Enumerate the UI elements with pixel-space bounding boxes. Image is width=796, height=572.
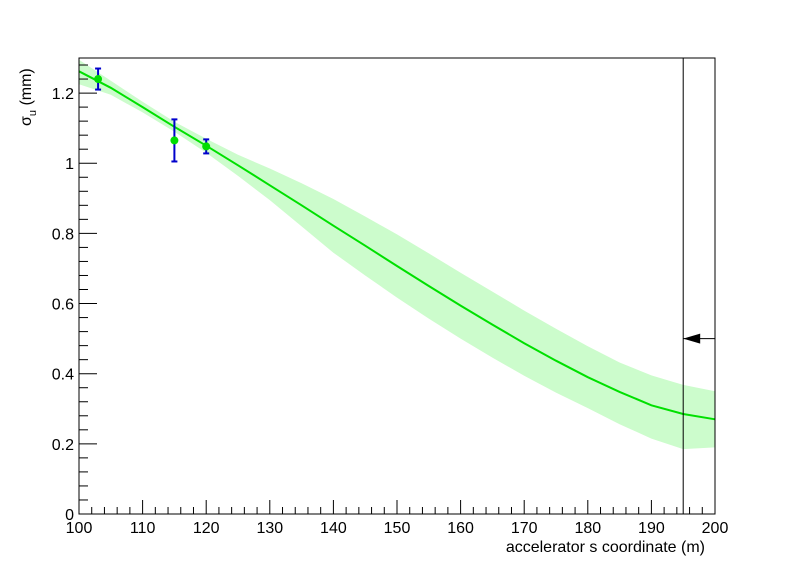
marker-arrow-head [683, 333, 701, 344]
data-points-layer [94, 67, 211, 163]
y-axis-label-symbol: σ [18, 116, 35, 126]
y-tick-label: 0.2 [52, 437, 74, 454]
y-tick-label: 0 [65, 507, 74, 524]
data-point [94, 75, 103, 84]
fit-curve [78, 70, 716, 421]
y-tick-label: 0.6 [52, 297, 74, 314]
confidence-band-layer [79, 59, 715, 450]
data-point [202, 142, 211, 151]
x-tick-label: 190 [638, 520, 665, 537]
confidence-band [79, 59, 715, 450]
x-tick-label: 160 [447, 520, 474, 537]
y-tick-label: 0.8 [52, 226, 74, 243]
y-tick-label: 1 [65, 156, 74, 173]
data-point [170, 136, 179, 145]
axes-layer: 100 110 120 130 140 150 160 170 180 190 200 0 0.2 0.4… [52, 64, 729, 537]
y-tick-label: 0.4 [52, 367, 74, 384]
y-axis-label: σu (mm) [18, 68, 39, 126]
x-tick-label: 200 [702, 520, 729, 537]
x-axis-label: accelerator s coordinate (m) [506, 539, 705, 556]
y-tick-label: 1.2 [52, 86, 74, 103]
x-tick-label: 150 [384, 520, 411, 537]
x-tick-label: 120 [193, 520, 220, 537]
x-tick-label: 110 [130, 520, 156, 537]
vertical-marker-layer [682, 58, 715, 514]
x-tick-label: 130 [256, 520, 283, 537]
fit-curve-layer [78, 70, 716, 421]
x-tick-label: 100 [66, 520, 93, 537]
x-tick-label: 180 [574, 520, 601, 537]
x-tick-label: 170 [511, 520, 538, 537]
y-axis-label-unit: (mm) [18, 68, 35, 110]
x-tick-label: 140 [320, 520, 347, 537]
y-axis-label-subscript: u [27, 110, 39, 116]
